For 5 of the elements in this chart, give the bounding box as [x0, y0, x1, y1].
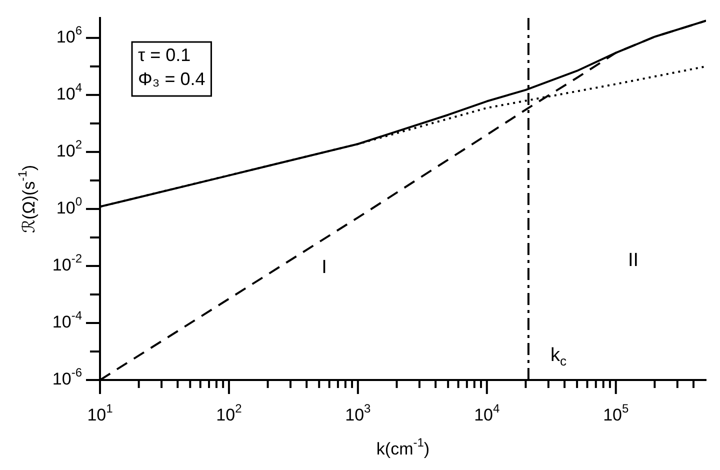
- annotation: I: [322, 257, 327, 278]
- y-axis-title: ℛ(Ω)(s-1): [16, 164, 39, 234]
- annotation: II: [628, 250, 639, 271]
- annotation: τ = 0.1: [138, 44, 191, 65]
- annotation: Φ₃ = 0.4: [138, 68, 206, 89]
